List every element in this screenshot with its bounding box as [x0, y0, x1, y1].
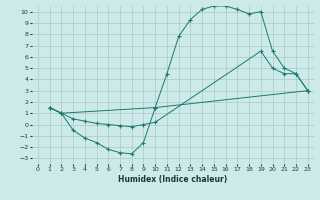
X-axis label: Humidex (Indice chaleur): Humidex (Indice chaleur) — [118, 175, 228, 184]
